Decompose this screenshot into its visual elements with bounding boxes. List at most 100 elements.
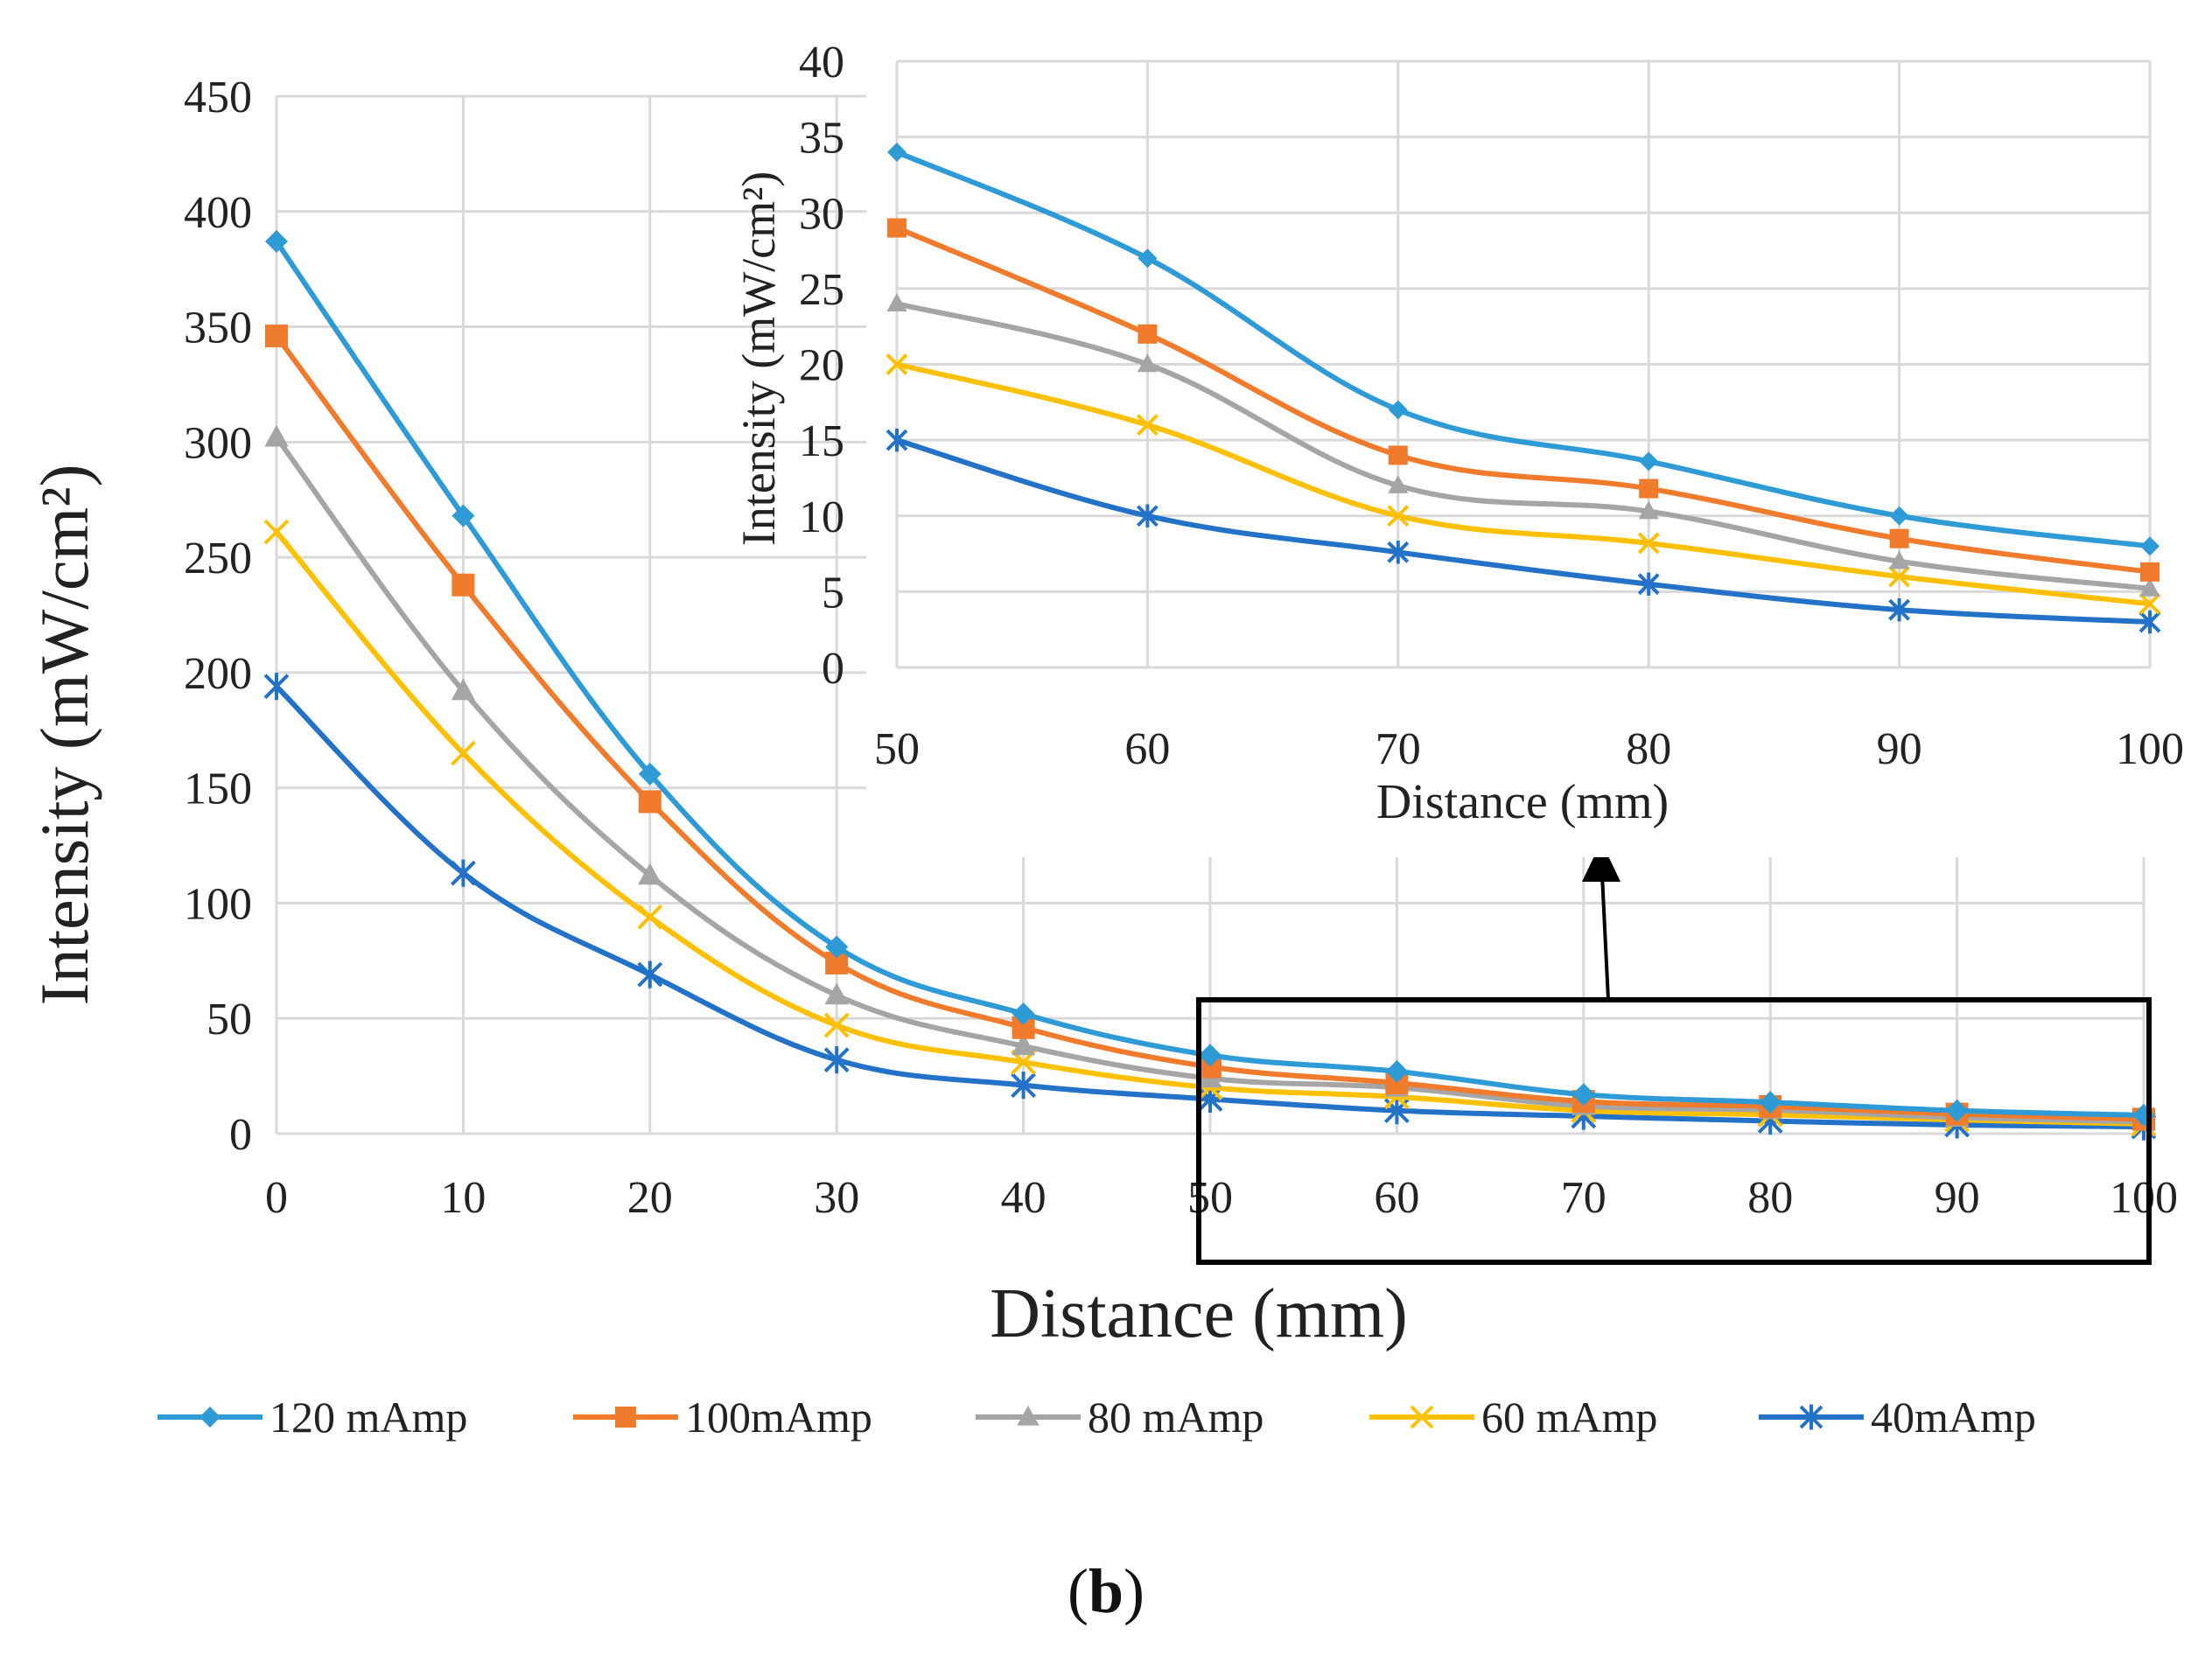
inset-data-point bbox=[1889, 550, 1910, 569]
inset-series-line bbox=[894, 437, 2152, 625]
legend-marker bbox=[1410, 1405, 1434, 1429]
inset-data-point bbox=[2138, 610, 2161, 634]
inset-data-point bbox=[2140, 536, 2160, 556]
inset-data-point bbox=[1137, 353, 1158, 373]
main-x-tick-label: 50 bbox=[1187, 1173, 1233, 1223]
inset-data-point bbox=[1387, 505, 1410, 527]
legend-item-4: 40mAmp bbox=[1759, 1393, 2036, 1442]
inset-data-point bbox=[886, 353, 908, 375]
inset-data-point bbox=[887, 218, 906, 238]
main-x-tick-label: 60 bbox=[1374, 1173, 1419, 1223]
legend: 120 mAmp 100mAmp 80 mAmp 60 mAmp 40mAmp bbox=[158, 1393, 2036, 1442]
main-y-axis-label: Intensity (mW/cm²) bbox=[26, 464, 102, 1005]
main-data-point bbox=[263, 673, 290, 701]
main-y-tick-label: 300 bbox=[184, 418, 252, 468]
main-y-tick-label: 50 bbox=[206, 995, 252, 1044]
inset-x-axis-label: Distance (mm) bbox=[1376, 775, 1669, 829]
main-x-tick-label: 80 bbox=[1747, 1173, 1793, 1223]
main-data-point bbox=[1012, 1002, 1035, 1025]
legend-item-1: 100mAmp bbox=[573, 1393, 872, 1442]
inset-data-point bbox=[886, 293, 907, 311]
legend-label: 100mAmp bbox=[685, 1393, 872, 1442]
main-x-tick-label: 90 bbox=[1935, 1173, 1980, 1223]
zoom-arrow-head bbox=[1582, 841, 1620, 882]
main-x-tick-label: 70 bbox=[1561, 1173, 1606, 1223]
inset-data-point bbox=[1637, 572, 1660, 596]
main-data-point bbox=[823, 1046, 850, 1074]
inset-data-point bbox=[887, 142, 906, 162]
main-data-point bbox=[637, 904, 663, 930]
inset-y-tick-label: 20 bbox=[799, 341, 844, 391]
main-data-point bbox=[265, 325, 288, 348]
main-y-tick-label: 150 bbox=[184, 765, 252, 814]
main-series-line bbox=[274, 333, 2146, 1122]
inset-data-point bbox=[1889, 528, 1909, 548]
inset-chart: 50 60 70 80 90 100 0 5 10 15 20 25 30 35 40 Intensity … bbox=[732, 26, 2205, 857]
main-data-point bbox=[263, 519, 290, 545]
main-x-tick-label: 40 bbox=[1001, 1173, 1046, 1223]
panel-label: (b) bbox=[1067, 1556, 1144, 1626]
main-data-point bbox=[824, 982, 849, 1005]
main-y-tick-label: 350 bbox=[184, 304, 252, 353]
main-y-tick-label: 250 bbox=[184, 534, 252, 583]
inset-y-tick-label: 10 bbox=[799, 492, 844, 542]
zoom-region-box bbox=[1196, 997, 2152, 1265]
inset-data-point bbox=[1138, 324, 1158, 344]
main-data-point bbox=[1385, 1059, 1409, 1083]
inset-data-point bbox=[886, 428, 908, 452]
main-data-point bbox=[638, 790, 662, 814]
inset-x-tick-label: 80 bbox=[1626, 724, 1671, 774]
inset-x-tick-label: 50 bbox=[874, 724, 920, 774]
inset-data-point bbox=[1889, 506, 1909, 526]
inset-series-0 bbox=[887, 142, 2160, 556]
main-data-point bbox=[1572, 1083, 1595, 1107]
inset-series-line bbox=[894, 149, 2152, 549]
main-series-line bbox=[274, 683, 2146, 1130]
main-data-point bbox=[265, 230, 288, 254]
main-series-line bbox=[274, 435, 2146, 1125]
inset-data-point bbox=[1639, 478, 1659, 499]
inset-data-point bbox=[1888, 565, 1911, 588]
legend-label: 40mAmp bbox=[1871, 1393, 2036, 1442]
inset-series bbox=[886, 142, 2161, 634]
main-data-point bbox=[452, 504, 475, 527]
main-series-line bbox=[274, 529, 2146, 1127]
main-y-tick-label: 0 bbox=[229, 1110, 252, 1160]
inset-data-point bbox=[1136, 414, 1158, 436]
main-x-tick-label: 10 bbox=[440, 1173, 486, 1223]
legend-marker bbox=[1017, 1405, 1040, 1426]
inset-x-tick-label: 90 bbox=[1877, 724, 1922, 774]
inset-y-axis-label: Intensity (mW/cm²) bbox=[732, 171, 785, 547]
inset-y-tick-label: 35 bbox=[799, 114, 844, 164]
main-data-point bbox=[638, 762, 662, 786]
legend-label: 120 mAmp bbox=[270, 1393, 467, 1442]
main-x-tick-label: 100 bbox=[2110, 1173, 2178, 1223]
inset-data-point bbox=[1136, 504, 1158, 527]
legend-item-2: 80 mAmp bbox=[976, 1393, 1264, 1442]
main-data-point bbox=[825, 935, 849, 959]
main-x-axis-label: Distance (mm) bbox=[990, 1275, 1408, 1352]
legend-label: 80 mAmp bbox=[1088, 1393, 1264, 1442]
main-data-point bbox=[1011, 1072, 1037, 1100]
main-data-point bbox=[1945, 1099, 1969, 1122]
inset-series-line bbox=[894, 301, 2152, 591]
main-data-point bbox=[637, 960, 663, 988]
inset-data-point bbox=[1388, 445, 1408, 465]
inset-data-point bbox=[2138, 592, 2161, 615]
inset-y-tick-label: 0 bbox=[822, 644, 844, 694]
legend-label: 60 mAmp bbox=[1481, 1393, 1657, 1442]
main-data-point bbox=[1199, 1044, 1222, 1067]
inset-data-point bbox=[1888, 597, 1911, 622]
inset-y-tick-label: 25 bbox=[799, 265, 844, 315]
main-y-tick-label: 200 bbox=[184, 649, 252, 699]
inset-data-point bbox=[1639, 451, 1659, 471]
main-series-line bbox=[274, 239, 2146, 1118]
inset-data-point bbox=[1388, 475, 1409, 493]
main-x-tick-label: 20 bbox=[627, 1173, 673, 1223]
inset-series-line bbox=[894, 225, 2152, 575]
main-data-point bbox=[1011, 1033, 1036, 1056]
inset-x-tick-label: 100 bbox=[2116, 724, 2184, 774]
main-y-tick-label: 450 bbox=[184, 73, 252, 122]
inset-series-1 bbox=[887, 218, 2160, 582]
